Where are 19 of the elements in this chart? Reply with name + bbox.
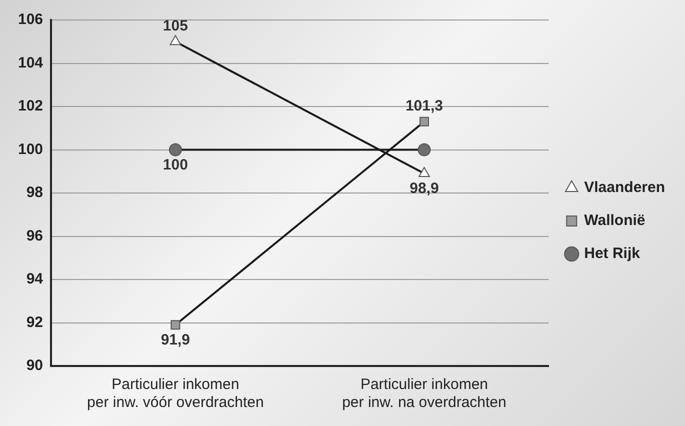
y-tick-label: 90 — [26, 357, 44, 374]
legend-label: Wallonië — [584, 212, 646, 230]
y-tick-label: 98 — [26, 184, 44, 202]
x-tick-label: Particulier inkomen per inw. vóór overdrachten — [87, 376, 264, 412]
y-tick-label: 104 — [18, 54, 44, 72]
data-label: 100 — [162, 156, 188, 174]
legend-label: Vlaanderen — [584, 179, 666, 196]
y-tick-label: 92 — [26, 314, 44, 331]
data-label: 91,9 — [160, 332, 190, 349]
y-tick-label: 106 — [18, 11, 44, 28]
x-tick-label: Particulier inkomen per inw. na overdrachten — [342, 376, 506, 412]
data-label: 98,9 — [410, 180, 439, 198]
y-tick-label: 94 — [26, 270, 44, 288]
y-tick-label: 96 — [26, 227, 44, 244]
y-tick-label: 100 — [18, 140, 44, 158]
data-label: 105 — [162, 17, 188, 34]
data-label: 101,3 — [405, 97, 444, 114]
y-tick-label: 102 — [18, 98, 44, 115]
legend-label: Het Rijk — [584, 245, 641, 262]
